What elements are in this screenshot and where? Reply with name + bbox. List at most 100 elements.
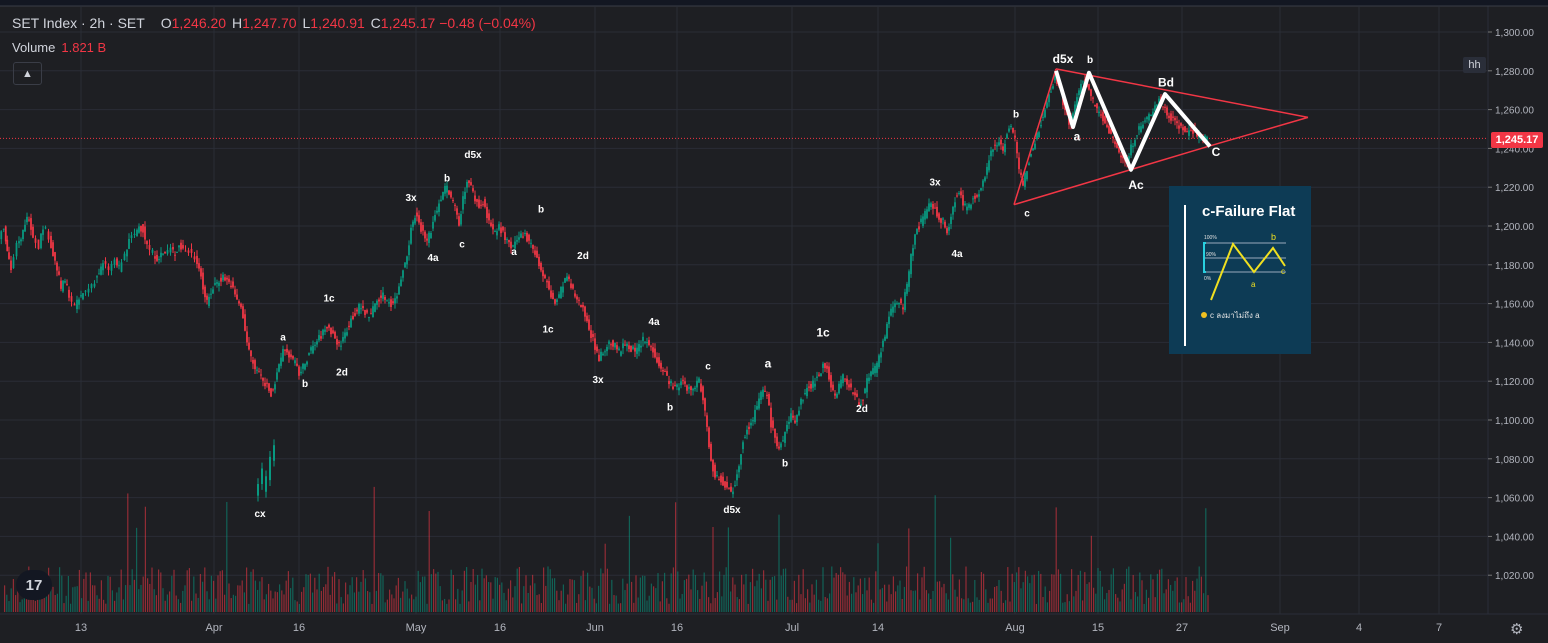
candle-body: [742, 442, 744, 450]
candle-body: [1152, 111, 1154, 117]
volume-bar: [171, 575, 173, 612]
volume-bar: [314, 577, 316, 612]
price-axis-pane[interactable]: [1488, 6, 1548, 643]
candle-body: [768, 394, 770, 406]
volume-bar: [666, 598, 668, 612]
close-label: C: [370, 15, 381, 31]
volume-bar: [19, 602, 21, 612]
volume-bar: [380, 573, 382, 612]
hh-button[interactable]: hh: [1463, 57, 1486, 73]
collapse-legend-button[interactable]: ▲: [13, 62, 42, 85]
candle-body: [438, 203, 440, 213]
candle-body: [404, 262, 406, 268]
volume-bar: [136, 527, 138, 612]
volume-label[interactable]: Volume: [12, 40, 56, 55]
candle-body: [524, 232, 526, 234]
candle-body: [1044, 109, 1046, 118]
volume-bar: [756, 580, 758, 612]
volume-bar: [384, 602, 386, 612]
volume-bar: [186, 570, 188, 612]
volume-bar: [118, 587, 120, 612]
volume-bar: [417, 570, 419, 612]
candle-body: [572, 284, 574, 289]
candle-body: [256, 369, 258, 371]
volume-bar: [232, 594, 234, 612]
volume-bar: [1104, 599, 1106, 612]
candle-body: [198, 263, 200, 269]
candle-body: [162, 253, 164, 255]
candle-body: [558, 294, 560, 298]
candle-body: [922, 216, 924, 226]
candle-body: [714, 464, 716, 478]
time-tick-label: Jul: [785, 622, 799, 634]
volume-bar: [375, 590, 377, 612]
candle-body: [910, 253, 912, 275]
symbol-title[interactable]: SET Index · 2h · SET: [12, 15, 145, 31]
candle-body: [208, 296, 210, 306]
candle-body: [948, 226, 950, 231]
candle-body: [242, 306, 244, 319]
volume-bar: [131, 569, 133, 612]
volume-bar: [441, 600, 443, 612]
volume-bar: [1200, 576, 1202, 612]
volume-bar: [549, 569, 551, 612]
volume-bar: [1121, 589, 1123, 612]
volume-bar: [492, 598, 494, 612]
wave-label: b: [538, 204, 544, 215]
candle-body: [608, 341, 610, 344]
candle-body: [656, 357, 658, 363]
candle-body: [940, 218, 942, 223]
price-tick-label: 1,140.00: [1495, 338, 1534, 349]
candle-body: [658, 357, 660, 367]
volume-bar: [950, 537, 952, 612]
volume-bar: [853, 577, 855, 612]
volume-bar: [164, 600, 166, 612]
candle-body: [978, 194, 980, 197]
volume-bar: [85, 572, 87, 612]
candle-body: [238, 301, 240, 304]
candle-body: [476, 199, 478, 202]
candle-body: [636, 347, 638, 354]
candle-body: [273, 445, 275, 461]
volume-bar: [776, 599, 778, 612]
candle-body: [848, 384, 850, 388]
volume-bar: [1020, 588, 1022, 612]
volume-bar: [864, 577, 866, 612]
volume-bar: [996, 586, 998, 612]
volume-bar: [969, 602, 971, 612]
volume-bar: [813, 594, 815, 612]
candle-body: [746, 429, 748, 435]
volume-bar: [329, 594, 331, 612]
time-axis-pane[interactable]: [0, 614, 1548, 643]
wave-label: 2d: [577, 251, 589, 262]
volume-bar: [646, 600, 648, 612]
volume-bar: [763, 570, 765, 612]
volume-bar: [450, 569, 452, 612]
volume-bar: [604, 543, 606, 612]
candle-body: [218, 282, 220, 286]
candle-body: [66, 283, 68, 285]
tradingview-logo[interactable]: 17: [16, 570, 52, 600]
volume-bar: [1097, 568, 1099, 612]
candle-body: [402, 270, 404, 278]
volume-bar: [778, 514, 780, 612]
candle-body: [702, 386, 704, 401]
candle-body: [164, 251, 166, 254]
candle-body: [778, 446, 780, 449]
candle-body: [468, 180, 470, 184]
candle-body: [802, 400, 804, 402]
candle-body: [872, 368, 874, 375]
volume-bar: [749, 582, 751, 612]
volume-bar: [818, 599, 820, 612]
candle-body: [370, 313, 372, 315]
volume-bar: [1062, 602, 1064, 612]
volume-bar: [1055, 507, 1057, 612]
volume-bar: [1088, 582, 1090, 612]
candle-body: [1186, 131, 1188, 133]
volume-bar: [754, 586, 756, 612]
candle-body: [602, 353, 604, 356]
volume-bar: [1033, 574, 1035, 612]
gear-icon[interactable]: ⚙: [1510, 621, 1524, 638]
